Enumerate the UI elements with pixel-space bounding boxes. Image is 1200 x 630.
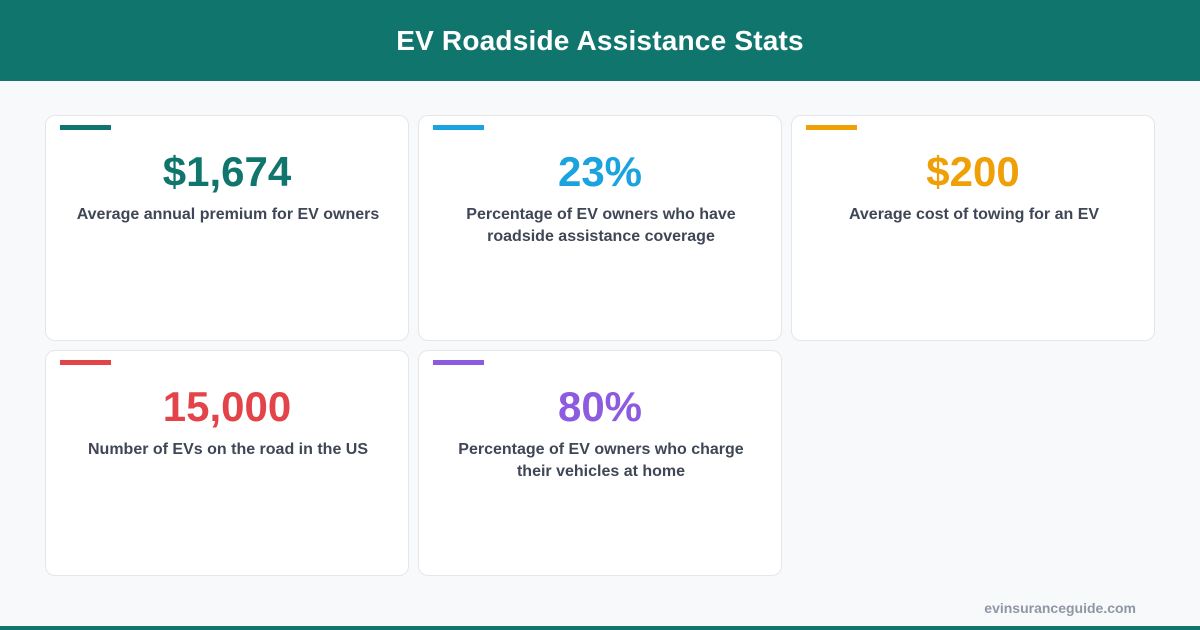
stat-label: Average annual premium for EV owners — [76, 206, 380, 223]
card-accent-bar — [60, 125, 111, 130]
bottom-accent-bar — [0, 626, 1200, 630]
stat-value: 15,000 — [162, 383, 292, 430]
card-accent-bar — [433, 360, 484, 365]
stat-label: Percentage of EV owners who have roadsid… — [466, 206, 736, 245]
card-accent-bar — [433, 125, 484, 130]
header-banner: EV Roadside Assistance Stats — [0, 0, 1200, 81]
stat-card-annual-premium: $1,674 Average annual premium for EV own… — [45, 115, 409, 341]
stat-card-towing-cost: $200 Average cost of towing for an EV — [791, 115, 1155, 341]
stat-value: $200 — [926, 148, 1020, 195]
stat-card-home-charging: 80% Percentage of EV owners who charge t… — [418, 350, 782, 576]
stat-label: Average cost of towing for an EV — [848, 206, 1100, 223]
stat-label: Percentage of EV owners who charge their… — [458, 441, 744, 480]
card-accent-bar — [806, 125, 857, 130]
stat-card-roadside-coverage: 23% Percentage of EV owners who have roa… — [418, 115, 782, 341]
stat-value: $1,674 — [162, 148, 292, 195]
stat-value: 80% — [557, 383, 643, 430]
footer-site-url[interactable]: evinsuranceguide.com — [984, 600, 1136, 616]
stat-card-evs-on-road: 15,000 Number of EVs on the road in the … — [45, 350, 409, 576]
stat-value: 23% — [557, 148, 643, 195]
page-title: EV Roadside Assistance Stats — [396, 24, 804, 56]
stat-label: Number of EVs on the road in the US — [87, 441, 369, 458]
card-accent-bar — [60, 360, 111, 365]
